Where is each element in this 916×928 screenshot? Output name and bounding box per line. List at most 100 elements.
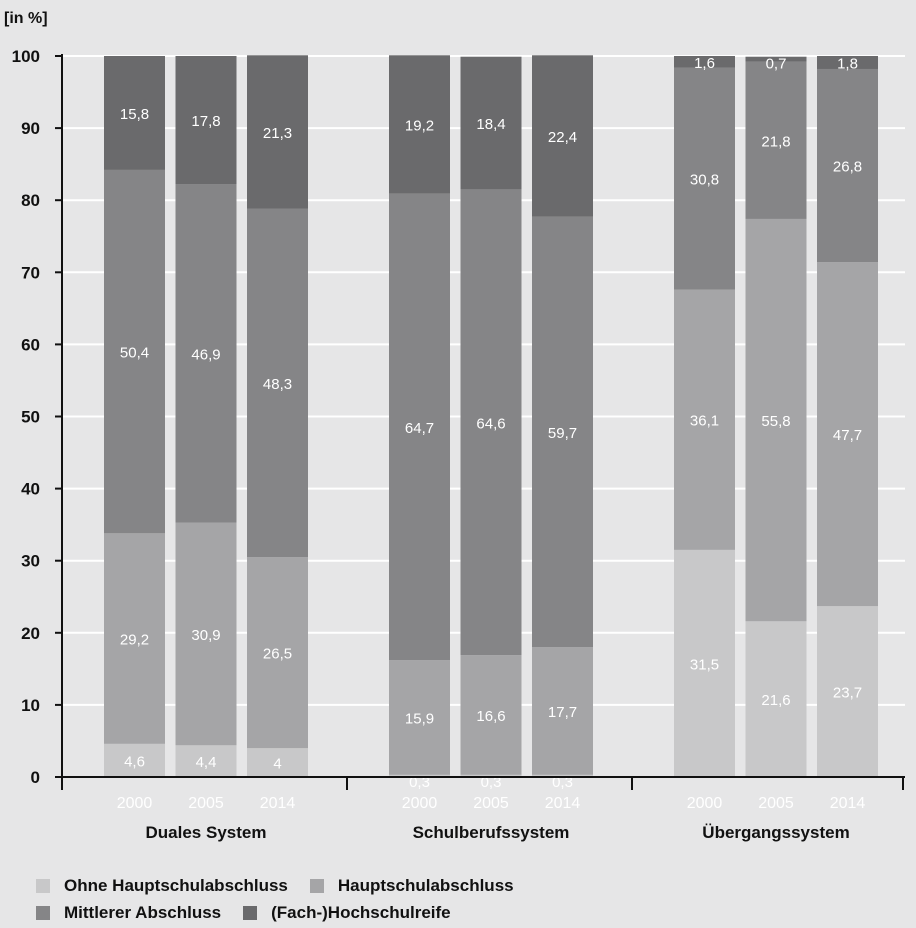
data-label: 4,4 xyxy=(196,754,217,771)
bar-segment xyxy=(389,660,450,775)
data-label: 0,3 xyxy=(552,774,573,791)
bar-segment xyxy=(674,56,735,68)
data-label: 46,9 xyxy=(191,346,220,363)
data-label: 17,8 xyxy=(191,113,220,130)
legend-label: Mittlerer Abschluss xyxy=(64,902,222,922)
legend-swatch xyxy=(36,878,50,893)
data-label: 64,6 xyxy=(476,415,505,432)
bar-segment xyxy=(460,774,522,777)
bar-segment xyxy=(532,647,593,775)
data-label: 21,6 xyxy=(761,692,790,709)
bar-segment xyxy=(175,522,237,746)
bar-segment xyxy=(389,774,450,777)
data-label: 19,2 xyxy=(405,117,434,134)
legend: Ohne Hauptschulabschluss Hauptschulabsch… xyxy=(36,872,896,926)
bar-segment xyxy=(104,743,165,777)
bar-segment xyxy=(532,216,593,648)
data-label: 47,7 xyxy=(833,427,862,444)
bar-segment xyxy=(175,745,237,777)
bar-segment xyxy=(817,606,878,777)
data-label: 0,7 xyxy=(766,56,787,73)
legend-label: Ohne Hauptschulabschluss xyxy=(64,875,288,895)
legend-label: (Fach-)Hochschulreife xyxy=(271,902,451,922)
group-label: Duales System xyxy=(146,823,267,842)
y-axis-title: [in %] xyxy=(4,10,48,27)
data-label: 48,3 xyxy=(263,376,292,393)
y-tick-label: 30 xyxy=(21,552,40,571)
data-label: 22,4 xyxy=(548,129,577,146)
x-tick-label: 2000 xyxy=(402,795,438,812)
data-label: 1,6 xyxy=(694,55,715,72)
bar-segment xyxy=(674,549,735,777)
y-tick-label: 20 xyxy=(21,624,40,643)
legend-swatch xyxy=(36,905,50,920)
legend-item: Hauptschulabschluss xyxy=(309,876,514,896)
bar-segment xyxy=(460,56,522,190)
y-tick-label: 80 xyxy=(21,191,40,210)
data-label: 64,7 xyxy=(405,420,434,437)
bar-segment xyxy=(389,193,450,661)
group-label: Schulberufssystem xyxy=(413,823,570,842)
bar-segment xyxy=(745,56,807,62)
x-tick-label: 2014 xyxy=(830,795,866,812)
bar-segment xyxy=(460,189,522,656)
data-label: 4,6 xyxy=(124,753,145,770)
x-tick-label: 2000 xyxy=(687,795,723,812)
bar-segment xyxy=(460,655,522,775)
legend-item: Mittlerer Abschluss xyxy=(36,903,221,923)
bar-segment xyxy=(817,56,878,69)
data-label: 18,4 xyxy=(476,116,505,133)
x-tick-label: 2014 xyxy=(260,795,296,812)
data-label: 31,5 xyxy=(690,656,719,673)
data-label: 23,7 xyxy=(833,685,862,702)
legend-swatch xyxy=(243,905,258,920)
bar-segment xyxy=(104,169,165,534)
bar-segment xyxy=(247,208,308,558)
data-label: 59,7 xyxy=(548,425,577,442)
data-label: 15,8 xyxy=(120,106,149,123)
x-tick-label: 2014 xyxy=(545,795,581,812)
legend-item: (Fach-)Hochschulreife xyxy=(243,902,451,923)
legend-row-2: Mittlerer Abschluss (Fach-)Hochschulreif… xyxy=(36,899,896,926)
data-label: 0,3 xyxy=(409,774,430,791)
data-label: 29,2 xyxy=(120,632,149,649)
group-label: Übergangssystem xyxy=(702,823,849,842)
bar-segment xyxy=(674,289,735,550)
bar-segment xyxy=(104,56,165,170)
data-label: 15,9 xyxy=(405,711,434,728)
data-label: 21,8 xyxy=(761,133,790,150)
bar-segment xyxy=(104,533,165,744)
data-label: 26,5 xyxy=(263,646,292,663)
data-label: 36,1 xyxy=(690,413,719,430)
bar-segment xyxy=(817,262,878,607)
bar-segment xyxy=(389,55,450,194)
x-tick-label: 2005 xyxy=(758,795,794,812)
bar-segment xyxy=(745,61,807,219)
data-label: 17,7 xyxy=(548,704,577,721)
bar-segment xyxy=(745,621,807,777)
bar-segment xyxy=(745,218,807,622)
bar-segment xyxy=(532,55,593,217)
y-tick-label: 50 xyxy=(21,408,40,427)
bar-segment xyxy=(674,67,735,290)
bar-segment xyxy=(817,68,878,263)
bar-segment xyxy=(175,56,237,185)
data-label: 1,8 xyxy=(837,55,858,72)
bar-segment xyxy=(247,748,308,777)
bar-segment xyxy=(247,557,308,749)
x-tick-label: 2000 xyxy=(117,795,153,812)
bar-segment xyxy=(247,55,308,209)
data-label: 55,8 xyxy=(761,413,790,430)
data-label: 0,3 xyxy=(481,774,502,791)
y-tick-label: 10 xyxy=(21,696,40,715)
data-label: 21,3 xyxy=(263,125,292,142)
bar-segment xyxy=(175,184,237,523)
y-tick-label: 70 xyxy=(21,263,40,282)
y-tick-label: 100 xyxy=(12,47,40,66)
data-label: 50,4 xyxy=(120,345,149,362)
data-label: 4 xyxy=(273,756,281,773)
legend-swatch xyxy=(309,878,324,893)
y-tick-label: 90 xyxy=(21,119,40,138)
